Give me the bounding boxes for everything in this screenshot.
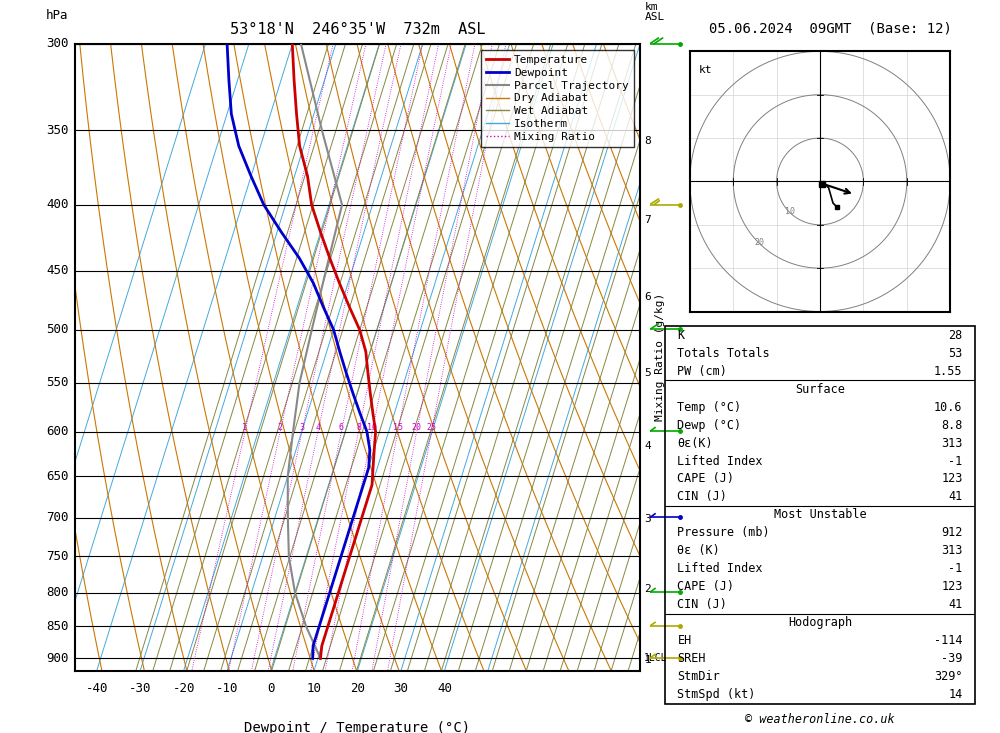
Text: 7: 7 bbox=[644, 215, 651, 225]
Text: Hodograph: Hodograph bbox=[788, 616, 852, 630]
Text: θε (K): θε (K) bbox=[677, 545, 720, 557]
Text: 20: 20 bbox=[754, 237, 764, 246]
Text: Dewpoint / Temperature (°C): Dewpoint / Temperature (°C) bbox=[244, 721, 471, 733]
Text: 123: 123 bbox=[941, 473, 963, 485]
Text: 850: 850 bbox=[46, 620, 68, 633]
Text: 20: 20 bbox=[412, 423, 422, 432]
Legend: Temperature, Dewpoint, Parcel Trajectory, Dry Adiabat, Wet Adiabat, Isotherm, Mi: Temperature, Dewpoint, Parcel Trajectory… bbox=[481, 50, 634, 147]
Text: 10: 10 bbox=[785, 207, 795, 216]
Text: -114: -114 bbox=[934, 634, 963, 647]
Text: Dewp (°C): Dewp (°C) bbox=[677, 419, 742, 432]
Text: Temp (°C): Temp (°C) bbox=[677, 400, 742, 413]
Text: 28: 28 bbox=[948, 328, 963, 342]
Text: StmDir: StmDir bbox=[677, 670, 720, 683]
Text: 8: 8 bbox=[356, 423, 361, 432]
Text: kt: kt bbox=[699, 65, 712, 75]
Text: 1.55: 1.55 bbox=[934, 364, 963, 377]
Text: CIN (J): CIN (J) bbox=[677, 598, 727, 611]
Text: 900: 900 bbox=[46, 652, 68, 665]
Text: 123: 123 bbox=[941, 581, 963, 593]
Text: 4: 4 bbox=[315, 423, 320, 432]
Text: 400: 400 bbox=[46, 199, 68, 211]
Text: CIN (J): CIN (J) bbox=[677, 490, 727, 504]
Text: 2: 2 bbox=[644, 584, 651, 594]
Text: 05.06.2024  09GMT  (Base: 12): 05.06.2024 09GMT (Base: 12) bbox=[709, 22, 951, 36]
Text: 8: 8 bbox=[644, 136, 651, 147]
Text: Lifted Index: Lifted Index bbox=[677, 562, 763, 575]
Text: km
ASL: km ASL bbox=[644, 2, 665, 21]
Text: 313: 313 bbox=[941, 437, 963, 449]
Text: 5: 5 bbox=[644, 368, 651, 377]
Text: StmSpd (kt): StmSpd (kt) bbox=[677, 688, 756, 701]
Text: 53: 53 bbox=[948, 347, 963, 360]
Text: 8.8: 8.8 bbox=[941, 419, 963, 432]
Text: 15: 15 bbox=[393, 423, 403, 432]
Text: 40: 40 bbox=[437, 682, 452, 695]
Text: 0: 0 bbox=[267, 682, 274, 695]
Text: PW (cm): PW (cm) bbox=[677, 364, 727, 377]
Text: -20: -20 bbox=[172, 682, 195, 695]
Text: 1: 1 bbox=[644, 655, 651, 665]
Text: -40: -40 bbox=[85, 682, 108, 695]
Text: 10: 10 bbox=[307, 682, 322, 695]
Text: Most Unstable: Most Unstable bbox=[774, 509, 866, 521]
Text: 41: 41 bbox=[948, 598, 963, 611]
Text: 1LCL: 1LCL bbox=[644, 653, 668, 663]
Text: 300: 300 bbox=[46, 37, 68, 51]
Text: 800: 800 bbox=[46, 586, 68, 599]
Text: 700: 700 bbox=[46, 512, 68, 524]
Text: 6: 6 bbox=[339, 423, 344, 432]
Text: 25: 25 bbox=[427, 423, 437, 432]
Text: 2: 2 bbox=[278, 423, 283, 432]
Text: 550: 550 bbox=[46, 377, 68, 389]
Text: 912: 912 bbox=[941, 526, 963, 539]
Text: Totals Totals: Totals Totals bbox=[677, 347, 770, 360]
Text: CAPE (J): CAPE (J) bbox=[677, 581, 734, 593]
Text: 350: 350 bbox=[46, 124, 68, 136]
Text: 10: 10 bbox=[367, 423, 377, 432]
Text: CAPE (J): CAPE (J) bbox=[677, 473, 734, 485]
Text: -39: -39 bbox=[941, 652, 963, 666]
Text: 313: 313 bbox=[941, 545, 963, 557]
Text: Mixing Ratio (g/kg): Mixing Ratio (g/kg) bbox=[655, 293, 665, 421]
Text: Pressure (mb): Pressure (mb) bbox=[677, 526, 770, 539]
Text: 41: 41 bbox=[948, 490, 963, 504]
Text: Surface: Surface bbox=[795, 383, 845, 396]
Text: hPa: hPa bbox=[46, 9, 68, 21]
Text: © weatheronline.co.uk: © weatheronline.co.uk bbox=[745, 712, 895, 726]
Text: 10.6: 10.6 bbox=[934, 400, 963, 413]
Text: 450: 450 bbox=[46, 264, 68, 277]
Text: θε(K): θε(K) bbox=[677, 437, 713, 449]
Text: 6: 6 bbox=[644, 292, 651, 303]
Text: SREH: SREH bbox=[677, 652, 706, 666]
Text: Lifted Index: Lifted Index bbox=[677, 454, 763, 468]
Text: 600: 600 bbox=[46, 425, 68, 438]
Text: 53°18'N  246°35'W  732m  ASL: 53°18'N 246°35'W 732m ASL bbox=[230, 22, 485, 37]
Text: -10: -10 bbox=[216, 682, 238, 695]
Text: 4: 4 bbox=[644, 441, 651, 452]
Text: -1: -1 bbox=[948, 454, 963, 468]
Text: 3: 3 bbox=[644, 514, 651, 523]
Text: 30: 30 bbox=[393, 682, 408, 695]
Text: 20: 20 bbox=[350, 682, 365, 695]
Text: 14: 14 bbox=[948, 688, 963, 701]
Text: 329°: 329° bbox=[934, 670, 963, 683]
Text: K: K bbox=[677, 328, 685, 342]
Text: 750: 750 bbox=[46, 550, 68, 563]
Text: 1: 1 bbox=[242, 423, 247, 432]
Text: 3: 3 bbox=[299, 423, 304, 432]
Text: 500: 500 bbox=[46, 323, 68, 336]
Text: -30: -30 bbox=[129, 682, 151, 695]
Text: -1: -1 bbox=[948, 562, 963, 575]
Text: EH: EH bbox=[677, 634, 692, 647]
Text: 650: 650 bbox=[46, 470, 68, 483]
